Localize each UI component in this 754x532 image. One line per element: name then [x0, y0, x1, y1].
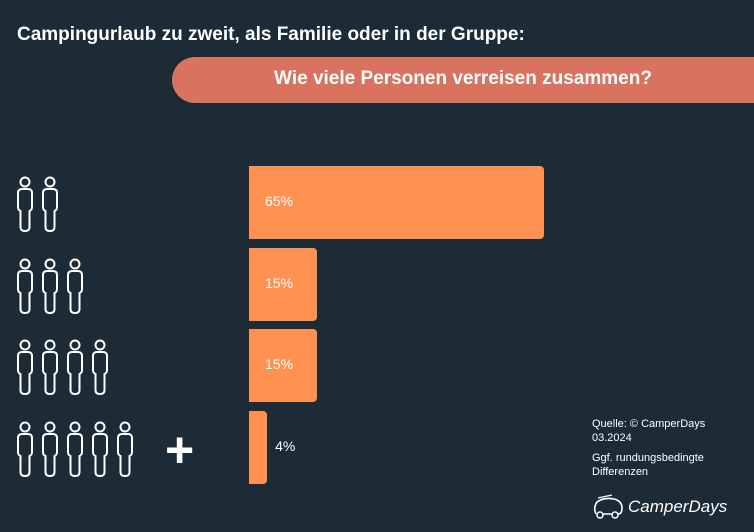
people-icons [15, 258, 90, 315]
note-line: Differenzen [592, 466, 649, 478]
chart-title: Campingurlaub zu zweit, als Familie oder… [17, 24, 525, 45]
bar-row: +4% [0, 411, 754, 484]
source-date: 03.2024 [592, 432, 632, 444]
bar-row: 65% [0, 166, 754, 239]
person-icon [115, 421, 140, 478]
person-icon [90, 339, 115, 396]
note-line: Ggf. rundungsbedingte [592, 452, 704, 464]
camper-van-icon [593, 494, 623, 519]
source-line: Quelle: © CamperDays [592, 418, 706, 430]
person-icon [15, 421, 40, 478]
person-icon [90, 421, 115, 478]
person-icon [40, 339, 65, 396]
person-icon [65, 258, 90, 315]
bar [249, 329, 318, 402]
plus-icon: + [165, 422, 195, 478]
logo-text: CamperDays [628, 497, 728, 516]
bar [249, 166, 544, 239]
source-text: Quelle: © CamperDays 03.2024 [592, 417, 705, 445]
data-label: 15% [265, 356, 294, 372]
person-icon [65, 421, 90, 478]
person-icon [15, 176, 40, 233]
person-icon [15, 339, 40, 396]
data-label: 4% [275, 438, 296, 454]
bar-row: 15% [0, 329, 754, 402]
camperdays-logo: CamperDays [592, 494, 727, 520]
subtitle-pill: Wie viele Personen verreisen zusammen? [172, 57, 754, 103]
people-icons [15, 421, 140, 478]
chart-subtitle: Wie viele Personen verreisen zusammen? [274, 68, 652, 89]
person-icon [40, 176, 65, 233]
bar-row: 15% [0, 248, 754, 321]
person-icon [40, 421, 65, 478]
data-label: 65% [265, 193, 294, 209]
people-icons [15, 339, 115, 396]
rounding-note: Ggf. rundungsbedingte Differenzen [592, 451, 704, 479]
person-icon [15, 258, 40, 315]
person-icon [40, 258, 65, 315]
bar [249, 411, 268, 484]
bar [249, 248, 318, 321]
person-icon [65, 339, 90, 396]
people-icons [15, 176, 65, 233]
data-label: 15% [265, 275, 294, 291]
